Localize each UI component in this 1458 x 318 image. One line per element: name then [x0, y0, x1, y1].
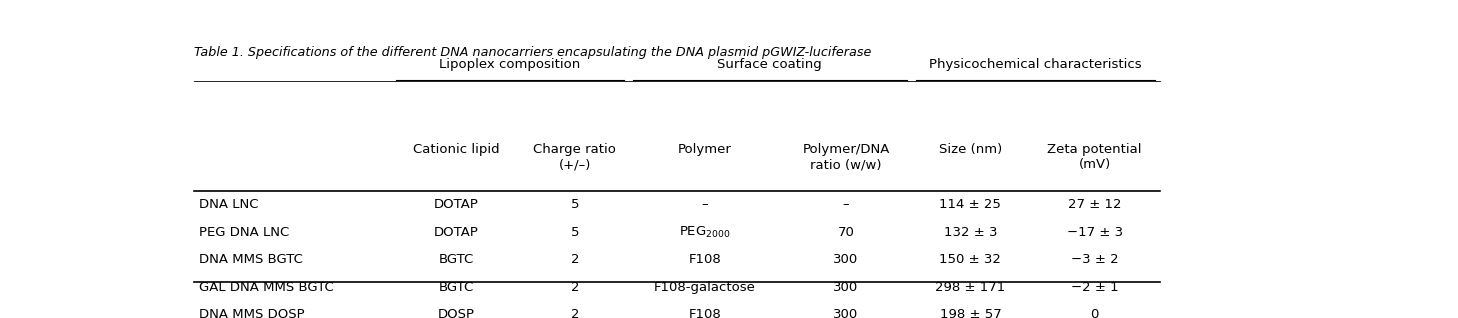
Text: 0: 0	[1091, 308, 1099, 318]
Text: BGTC: BGTC	[439, 253, 474, 266]
Text: DOTAP: DOTAP	[434, 198, 478, 211]
Text: DOTAP: DOTAP	[434, 226, 478, 239]
Text: F108: F108	[688, 253, 722, 266]
Text: DNA MMS DOSP: DNA MMS DOSP	[200, 308, 305, 318]
Text: DNA MMS BGTC: DNA MMS BGTC	[200, 253, 303, 266]
Text: Size (nm): Size (nm)	[939, 143, 1002, 156]
Text: 70: 70	[838, 226, 854, 239]
Text: 150 ± 32: 150 ± 32	[939, 253, 1002, 266]
Text: Zeta potential
(mV): Zeta potential (mV)	[1047, 143, 1142, 171]
Text: Charge ratio
(+/–): Charge ratio (+/–)	[534, 143, 617, 171]
Text: Surface coating: Surface coating	[717, 58, 822, 71]
Text: 198 ± 57: 198 ± 57	[939, 308, 1002, 318]
Text: 5: 5	[570, 198, 579, 211]
Text: Physicochemical characteristics: Physicochemical characteristics	[929, 58, 1142, 71]
Text: Table 1. Specifications of the different DNA nanocarriers encapsulating the DNA : Table 1. Specifications of the different…	[194, 45, 870, 59]
Text: 298 ± 171: 298 ± 171	[935, 281, 1006, 294]
Text: 132 ± 3: 132 ± 3	[943, 226, 997, 239]
Text: –: –	[701, 198, 709, 211]
Text: F108: F108	[688, 308, 722, 318]
Text: Cationic lipid: Cationic lipid	[413, 143, 500, 156]
Text: DOSP: DOSP	[437, 308, 475, 318]
Text: 2: 2	[570, 281, 579, 294]
Text: −2 ± 1: −2 ± 1	[1070, 281, 1118, 294]
Text: GAL DNA MMS BGTC: GAL DNA MMS BGTC	[200, 281, 334, 294]
Text: Polymer/DNA
ratio (w/w): Polymer/DNA ratio (w/w)	[802, 143, 889, 171]
Text: −17 ± 3: −17 ± 3	[1067, 226, 1123, 239]
Text: 5: 5	[570, 226, 579, 239]
Text: −3 ± 2: −3 ± 2	[1070, 253, 1118, 266]
Text: –: –	[843, 198, 850, 211]
Text: 300: 300	[834, 308, 859, 318]
Text: 114 ± 25: 114 ± 25	[939, 198, 1002, 211]
Text: Polymer: Polymer	[678, 143, 732, 156]
Text: Lipoplex composition: Lipoplex composition	[439, 58, 580, 71]
Text: 27 ± 12: 27 ± 12	[1067, 198, 1121, 211]
Text: F108-galactose: F108-galactose	[655, 281, 755, 294]
Text: PEG$_{2000}$: PEG$_{2000}$	[679, 225, 730, 240]
Text: PEG DNA LNC: PEG DNA LNC	[200, 226, 290, 239]
Text: BGTC: BGTC	[439, 281, 474, 294]
Text: DNA LNC: DNA LNC	[200, 198, 258, 211]
Text: 2: 2	[570, 308, 579, 318]
Text: 300: 300	[834, 281, 859, 294]
Text: 300: 300	[834, 253, 859, 266]
Text: 2: 2	[570, 253, 579, 266]
